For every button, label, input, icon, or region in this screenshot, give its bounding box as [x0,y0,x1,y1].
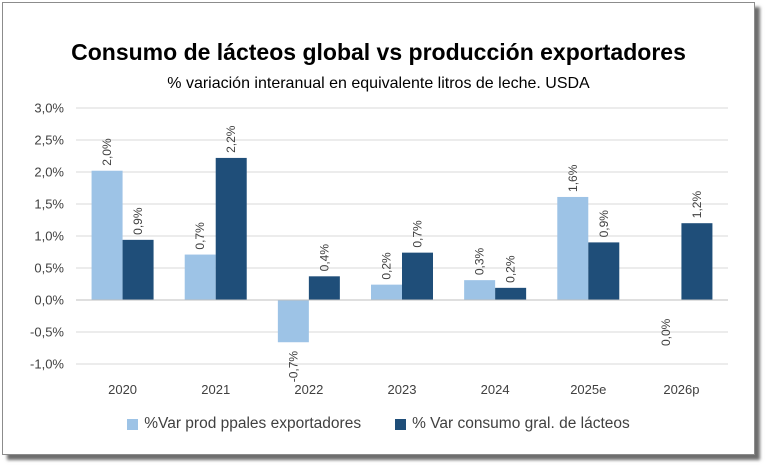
bar-prod-2025e [557,196,589,300]
data-label-consumo-2023: 0,7% [411,220,425,248]
legend-label-consumo: % Var consumo gral. de lácteos [412,415,630,432]
bar-prod-2024 [464,280,496,300]
y-tick-label: -0,5% [30,325,64,340]
data-label-prod-2025e: 1,6% [566,164,580,192]
legend-swatch-consumo [395,418,407,430]
legend-label-prod: %Var prod ppales exportadores [144,415,362,432]
legend-item-prod: %Var prod ppales exportadores [127,415,361,433]
legend-swatch-prod [127,418,139,430]
chart-title: Consumo de lácteos global vs producción … [71,39,686,65]
data-label-prod-2022: -0,7% [286,351,300,383]
y-tick-label: 2,5% [34,133,64,148]
x-tick-label: 2026p [663,382,699,397]
data-labels: 2,0% 0,9% 0,7% 2,2% -0,7% 0,4% 0,2% 0,7% 0,3% 0,2… [100,125,704,382]
bar-prod-2023 [371,284,402,300]
data-label-consumo-2025e: 0,9% [597,210,611,238]
x-tick-label: 2024 [481,382,510,397]
data-label-prod-2021: 0,7% [193,222,207,250]
legend-item-consumo: % Var consumo gral. de lácteos [395,415,630,433]
bar-consumo-2024 [495,287,527,300]
legend: %Var prod ppales exportadores % Var cons… [3,415,754,433]
x-tick-label: 2023 [388,382,417,397]
bar-consumo-2022 [308,276,340,300]
y-tick-label: 3,0% [34,101,64,116]
bar-consumo-2026p [681,223,713,300]
data-label-prod-2023: 0,2% [380,252,394,280]
chart-area: Consumo de lácteos global vs producción … [2,2,755,455]
y-axis-ticks: 3,0% 2,5% 2,0% 1,5% 1,0% 0,5% 0,0% -0,5% -1,0% [30,101,64,372]
data-label-consumo-2022: 0,4% [317,244,331,272]
chart-subtitle: % variación interanual en equivalente li… [167,75,590,92]
y-tick-label: 1,0% [34,229,64,244]
gridlines [76,107,728,365]
data-label-consumo-2024: 0,2% [504,255,518,283]
y-tick-label: 0,0% [34,293,64,308]
bar-prod-2022 [277,300,309,343]
x-tick-label: 2021 [201,382,230,397]
y-tick-label: 1,5% [34,197,64,212]
bar-prod-2021 [184,254,216,300]
bar-consumo-2025e [588,242,620,300]
plot-area: 3,0% 2,5% 2,0% 1,5% 1,0% 0,5% 0,0% -0,5% -1,0% 2… [30,101,728,397]
x-tick-label: 2025e [570,382,606,397]
bar-consumo-2020 [122,239,154,300]
y-tick-label: 2,0% [34,165,64,180]
data-label-prod-2020: 2,0% [100,138,114,166]
data-label-consumo-2021: 2,2% [224,125,238,153]
x-tick-label: 2020 [108,382,137,397]
bars [91,157,713,343]
data-label-consumo-2020: 0,9% [131,207,145,235]
data-label-prod-2026p: 0,0% [659,318,673,346]
x-tick-label: 2022 [294,382,323,397]
bar-consumo-2021 [215,157,247,300]
bar-consumo-2023 [402,252,433,300]
data-label-prod-2024: 0,3% [473,247,487,275]
y-tick-label: 0,5% [34,261,64,276]
data-label-consumo-2026p: 1,2% [690,191,704,219]
y-tick-label: -1,0% [30,357,64,372]
bar-prod-2020 [91,170,123,300]
x-axis-ticks: 2020 2021 2022 2023 2024 2025e 2026p [108,382,699,397]
chart-frame: Consumo de lácteos global vs producción … [2,2,755,455]
